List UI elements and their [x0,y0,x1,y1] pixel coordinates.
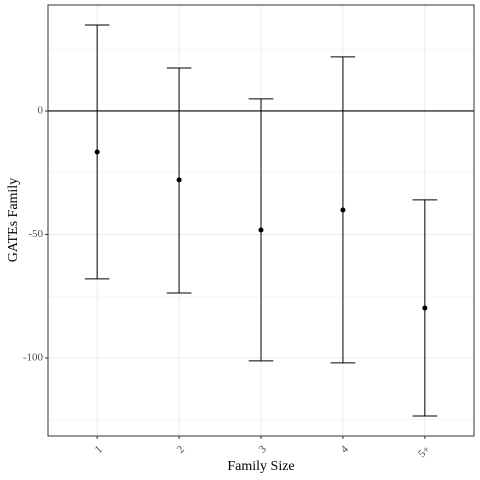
point [422,305,428,311]
point [258,227,264,233]
point [176,177,182,183]
x-axis-title: Family Size [227,459,294,474]
point [94,149,100,155]
y-tick-label: 0 [38,104,44,116]
point [340,207,346,213]
y-tick-label: -100 [23,351,44,363]
panel-border [47,4,475,437]
y-tick-label: -50 [28,228,43,240]
y-axis-title: GATEs Family [6,178,21,262]
